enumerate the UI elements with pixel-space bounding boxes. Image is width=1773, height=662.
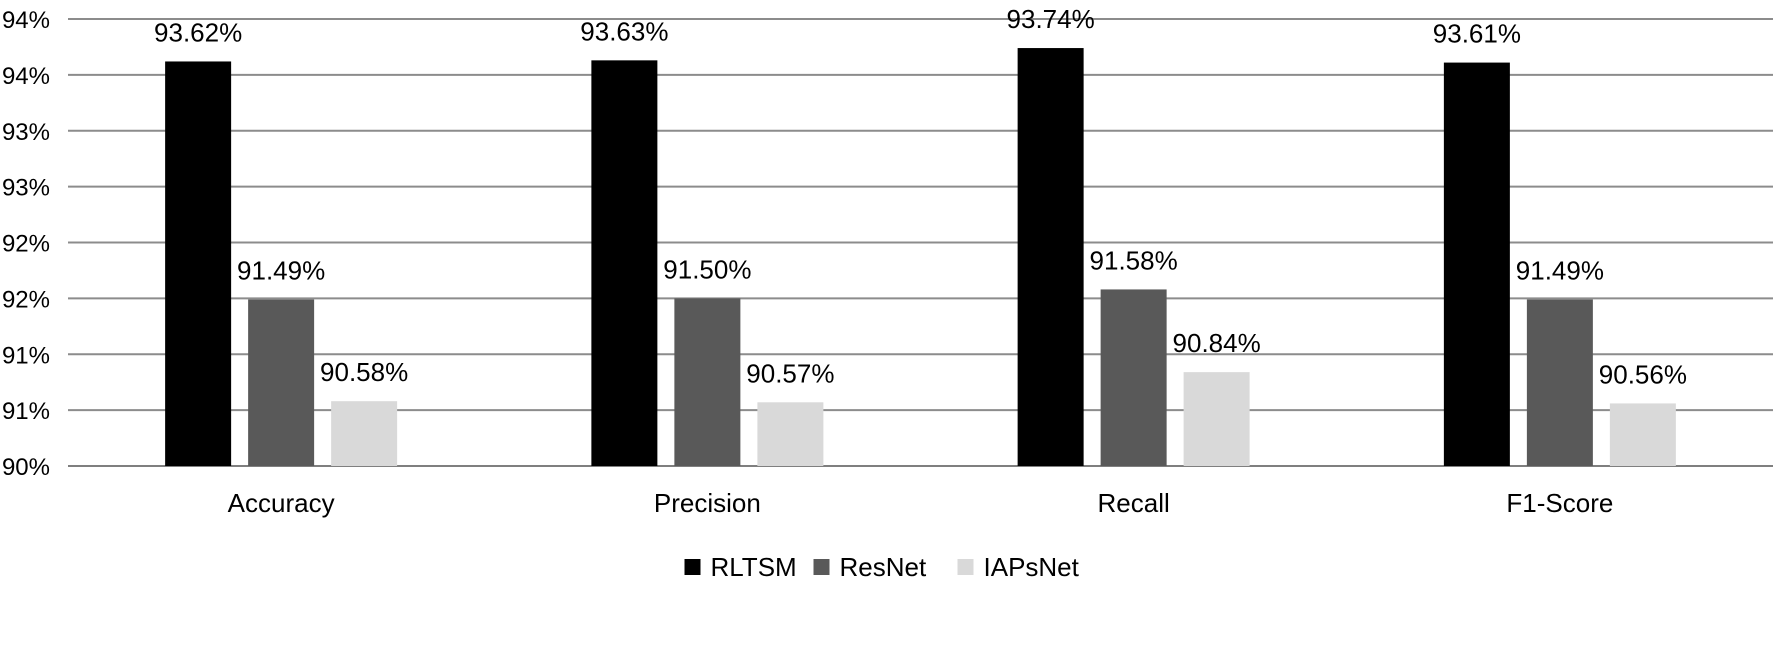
bar-rltsm-accuracy [165,61,232,467]
legend-swatch [957,559,974,575]
data-label: 93.61% [1433,19,1521,49]
data-label: 91.50% [663,254,751,284]
x-category-label: Recall [1098,488,1170,518]
data-label: 91.49% [237,255,325,285]
y-tick-label: 90% [2,454,50,481]
x-category-label: Precision [654,488,761,518]
y-axis-tick-labels: 90% 91% 91% 92% 92% 93% 93% 94% 94% [2,7,50,481]
legend-item-rltsm: RLTSM [684,552,797,582]
y-tick-label: 91% [2,398,50,425]
legend-label: IAPsNet [984,552,1080,582]
legend-label: ResNet [840,552,927,582]
x-category-label: F1-Score [1506,488,1613,518]
data-label: 91.58% [1090,245,1178,275]
bar-iapsnet-recall [1183,372,1250,466]
legend: RLTSM ResNet IAPsNet [684,552,1080,582]
data-label: 93.62% [154,17,242,47]
data-label: 93.63% [580,16,668,46]
y-tick-label: 94% [2,63,50,90]
legend-swatch [813,559,830,575]
bar-resnet-accuracy [248,299,315,466]
legend-label: RLTSM [711,552,797,582]
x-category-label: Accuracy [228,488,335,518]
data-label: 90.58% [320,357,408,387]
bar-rltsm-precision [591,60,658,466]
bar-resnet-recall [1100,289,1167,466]
data-label: 93.74% [1007,4,1095,34]
legend-swatch [684,559,701,575]
y-tick-label: 93% [2,175,50,202]
bar-resnet-f1-score [1526,299,1593,466]
bar-rltsm-recall [1017,48,1084,467]
bar-rltsm-f1-score [1443,62,1510,467]
data-label: 90.56% [1599,359,1687,389]
legend-item-resnet: ResNet [813,552,927,582]
bar-iapsnet-precision [757,402,824,466]
y-tick-label: 91% [2,342,50,369]
data-label: 91.49% [1516,255,1604,285]
data-label: 90.84% [1173,328,1261,358]
y-tick-label: 93% [2,119,50,146]
bar-resnet-precision [674,298,741,466]
data-labels: 93.62% 91.49% 90.58% 93.63% 91.50% 90.57% 93.7… [154,4,1687,389]
bars [165,48,1676,467]
legend-item-iapsnet: IAPsNet [957,552,1080,582]
y-tick-label: 92% [2,286,50,313]
x-axis-category-labels: Accuracy Precision Recall F1-Score [228,488,1614,518]
y-tick-label: 94% [2,7,50,34]
bar-iapsnet-accuracy [331,401,398,466]
data-label: 90.57% [746,358,834,388]
bar-iapsnet-f1-score [1609,403,1676,466]
y-tick-label: 92% [2,231,50,258]
gridlines [68,18,1773,467]
